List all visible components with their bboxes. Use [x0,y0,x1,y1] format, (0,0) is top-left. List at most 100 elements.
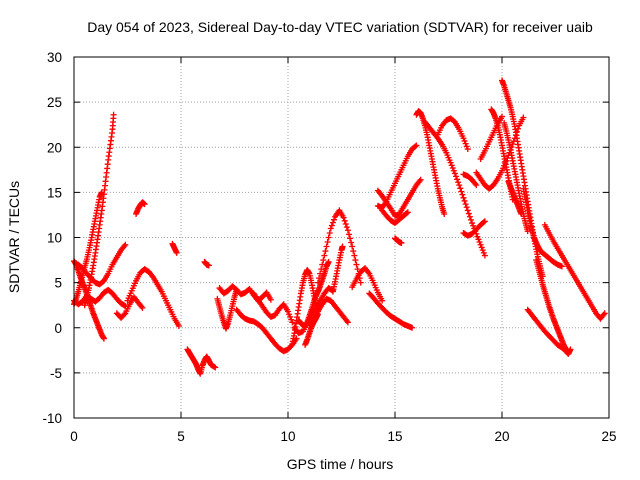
x-tick-label: 20 [494,429,509,444]
data-point-plus [141,201,148,208]
data-point-plus [469,220,476,227]
data-point-plus [325,258,332,265]
data-point-plus [347,235,354,242]
y-tick-label: -10 [42,411,62,426]
data-point-plus [480,219,487,226]
x-axis-label: GPS time / hours [287,456,394,472]
data-point-plus [343,224,350,231]
data-point-plus [499,113,505,120]
data-point-plus [464,207,471,214]
data-point-plus [448,162,455,169]
data-point-plus [477,241,484,248]
data-point-plus [457,185,464,192]
data-point-plus [466,213,473,220]
data-point-plus [480,249,487,256]
data-point-plus [325,234,332,241]
data-point-plus [460,194,467,201]
data-point-plus [267,296,274,303]
y-tick-label: 5 [54,276,62,291]
data-point-plus [121,311,128,318]
data-point-plus [460,135,467,142]
data-point-plus [450,167,457,174]
data-point-plus [449,165,456,172]
data-point-plus [348,239,355,246]
data-point-plus [467,216,474,223]
data-point-plus [319,261,326,268]
data-point-plus [350,248,357,255]
data-point-plus [601,310,608,317]
data-point-plus [354,266,361,273]
data-point-plus [314,311,321,318]
data-point-plus [320,257,327,264]
data-point-plus [461,137,468,144]
data-point-plus [462,201,469,208]
data-point-plus [409,324,416,331]
data-point-plus [461,197,468,204]
data-point-plus [318,266,325,273]
data-point-plus [353,261,360,268]
data-point-plus [455,179,462,186]
data-point-plus [285,308,291,315]
grid [74,57,609,418]
y-axis-label: SDTVAR / TECUs [6,181,22,293]
data-point-plus [339,243,346,250]
y-tick-label: 0 [54,321,62,336]
data-point-plus [463,204,470,211]
data-point-plus [404,209,411,216]
data-point-plus [452,173,459,180]
data-point-plus [329,219,336,226]
x-tick-label: 0 [70,429,78,444]
x-tick-label: 25 [601,429,616,444]
data-point-plus [462,140,469,147]
data-point-plus [447,159,454,166]
data-point-plus [441,211,448,218]
data-point-plus [322,248,329,255]
data-point-plus [121,302,128,309]
data-point-plus [139,304,146,311]
data-point-plus [288,316,295,323]
data-point-plus [475,236,482,243]
data-point-plus [173,249,180,256]
data-point-plus [478,244,485,251]
data-point-plus [515,125,522,132]
data-point-plus [558,263,565,270]
data-point-plus [100,335,107,342]
data-point-plus [205,262,212,269]
data-point-plus [351,252,358,259]
data-point-plus [331,216,338,223]
y-tick-label: 30 [47,50,62,65]
data-point-plus [233,286,240,293]
data-point-plus [451,170,458,177]
data-point-plus [518,211,525,218]
data-point-plus [470,222,477,229]
x-tick-label: 15 [387,429,402,444]
data-point-plus [341,217,348,224]
data-point-plus [476,239,483,246]
x-tick-label: 5 [177,429,185,444]
data-point-plus [175,322,182,329]
data-point-plus [357,279,364,286]
data-point-plus [122,241,129,248]
x-tick-label: 10 [280,429,295,444]
data-point-plus [345,231,352,238]
data-point-plus [328,222,335,229]
data-point-plus [459,191,466,198]
data-point-plus [323,243,330,250]
y-tick-label: 25 [47,95,62,110]
data-point-plus [473,182,480,189]
data-point-plus [110,111,117,118]
data-point-plus [479,247,486,254]
data-point-plus [509,141,516,148]
data-point-plus [474,233,481,240]
data-point-plus [344,319,351,326]
data-point-plus [417,176,424,183]
y-tick-label: 20 [47,140,62,155]
data-point-plus [458,188,465,195]
data-point-plus [464,146,471,153]
data-points [71,77,608,377]
data-point-plus [481,252,488,259]
data-point-plus [524,228,531,235]
data-point-plus [454,176,461,183]
y-tick-label: -5 [50,366,62,381]
